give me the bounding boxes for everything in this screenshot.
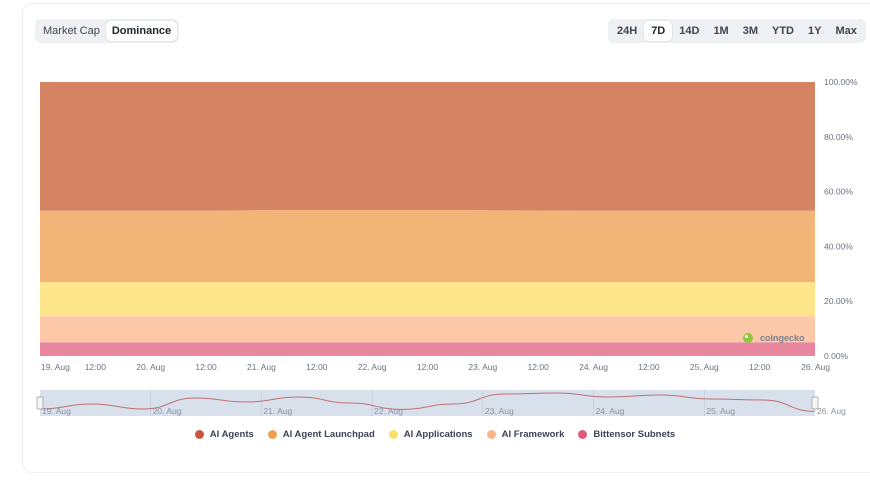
area-ai-agents[interactable] xyxy=(40,82,815,211)
x-tick-label: 12:00 xyxy=(528,362,550,372)
navigator-label: 20. Aug xyxy=(153,406,182,416)
x-tick-label: 23. Aug xyxy=(468,362,497,372)
range-1y-button[interactable]: 1Y xyxy=(808,25,822,37)
legend-label: AI Framework xyxy=(501,428,565,440)
x-tick-label: 12:00 xyxy=(195,362,217,372)
range-3m-button[interactable]: 3M xyxy=(742,25,758,37)
legend-item-ai-framework[interactable]: AI Framework xyxy=(486,426,565,442)
x-axis: 19. Aug 12:00 20. Aug 12:00 21. Aug 12:00 22. … xyxy=(41,362,830,372)
y-tick-label: 20.00% xyxy=(824,296,853,306)
area-bittensor-subnets[interactable] xyxy=(40,342,815,356)
legend-dot-icon xyxy=(267,429,277,439)
navigator-left-handle[interactable] xyxy=(36,396,44,410)
legend-item-ai-agent-launchpad[interactable]: AI Agent Launchpad xyxy=(267,426,375,442)
range-max-button[interactable]: Max xyxy=(835,25,857,37)
legend-dot-icon xyxy=(388,429,398,439)
legend-item-ai-agents[interactable]: AI Agents xyxy=(194,426,254,442)
area-ai-framework[interactable] xyxy=(40,316,815,343)
range-selector: 24H 7D 14D 1M 3M YTD 1Y Max xyxy=(608,19,866,43)
x-tick-label: 21. Aug xyxy=(247,362,276,372)
x-tick-label: 12:00 xyxy=(85,362,107,372)
navigator[interactable]: 19. Aug 20. Aug 21. Aug 22. Aug 23. Aug 24. A… xyxy=(36,390,846,416)
y-tick-label: 100.00% xyxy=(824,77,858,87)
navigator-label: 26. Aug xyxy=(817,406,846,416)
navigator-label: 21. Aug xyxy=(263,406,292,416)
x-tick-label: 19. Aug xyxy=(41,362,70,372)
y-axis: 0.00% 20.00% 40.00% 60.00% 80.00% 100.00% xyxy=(824,77,858,361)
navigator-label: 24. Aug xyxy=(596,406,625,416)
x-tick-label: 12:00 xyxy=(749,362,771,372)
legend-label: AI Applications xyxy=(403,428,473,440)
area-ai-agent-launchpad[interactable] xyxy=(40,209,815,283)
dominance-tab[interactable]: Dominance xyxy=(105,21,178,41)
legend-dot-icon xyxy=(486,429,496,439)
navigator-label: 25. Aug xyxy=(706,406,735,416)
legend-item-bittensor-subnets[interactable]: Bittensor Subnets xyxy=(578,426,675,442)
area-ai-applications[interactable] xyxy=(40,282,815,317)
y-tick-label: 80.00% xyxy=(824,132,853,142)
x-tick-label: 12:00 xyxy=(417,362,439,372)
navigator-right-handle[interactable] xyxy=(811,396,819,410)
range-1m-button[interactable]: 1M xyxy=(713,25,729,37)
range-7d-button[interactable]: 7D xyxy=(644,21,673,41)
y-tick-label: 0.00% xyxy=(824,351,849,361)
legend: AI Agents AI Agent Launchpad AI Applicatio… xyxy=(0,426,870,442)
market-cap-tab[interactable]: Market Cap xyxy=(43,25,100,37)
navigator-grid xyxy=(150,390,705,416)
area-layer xyxy=(40,82,815,356)
x-tick-label: 25. Aug xyxy=(690,362,719,372)
legend-label: AI Agents xyxy=(209,428,254,440)
watermark-text: coingecko xyxy=(760,333,805,343)
x-tick-label: 12:00 xyxy=(306,362,328,372)
metric-toggle: Market Cap Dominance xyxy=(35,19,180,43)
navigator-labels: 19. Aug 20. Aug 21. Aug 22. Aug 23. Aug 24. A… xyxy=(42,406,846,416)
legend-item-ai-applications[interactable]: AI Applications xyxy=(388,426,473,442)
legend-label: AI Agent Launchpad xyxy=(282,428,375,440)
range-ytd-button[interactable]: YTD xyxy=(772,25,794,37)
x-tick-label: 26. Aug xyxy=(801,362,830,372)
navigator-label: 19. Aug xyxy=(42,406,71,416)
y-tick-label: 40.00% xyxy=(824,241,853,251)
coingecko-logo-icon xyxy=(743,333,753,343)
legend-dot-icon xyxy=(194,429,204,439)
legend-label: Bittensor Subnets xyxy=(593,428,676,440)
navigator-label: 22. Aug xyxy=(374,406,403,416)
navigator-series-line xyxy=(39,392,816,412)
coingecko-logo-eye xyxy=(745,335,748,338)
y-tick-label: 60.00% xyxy=(824,187,853,197)
legend-dot-icon xyxy=(578,429,588,439)
x-tick-label: 20. Aug xyxy=(136,362,165,372)
range-14d-button[interactable]: 14D xyxy=(679,25,700,37)
navigator-label: 23. Aug xyxy=(485,406,514,416)
x-tick-label: 24. Aug xyxy=(579,362,608,372)
x-tick-label: 12:00 xyxy=(638,362,660,372)
range-24h-button[interactable]: 24H xyxy=(617,25,638,37)
coingecko-watermark: coingecko xyxy=(743,333,805,343)
x-tick-label: 22. Aug xyxy=(358,362,387,372)
